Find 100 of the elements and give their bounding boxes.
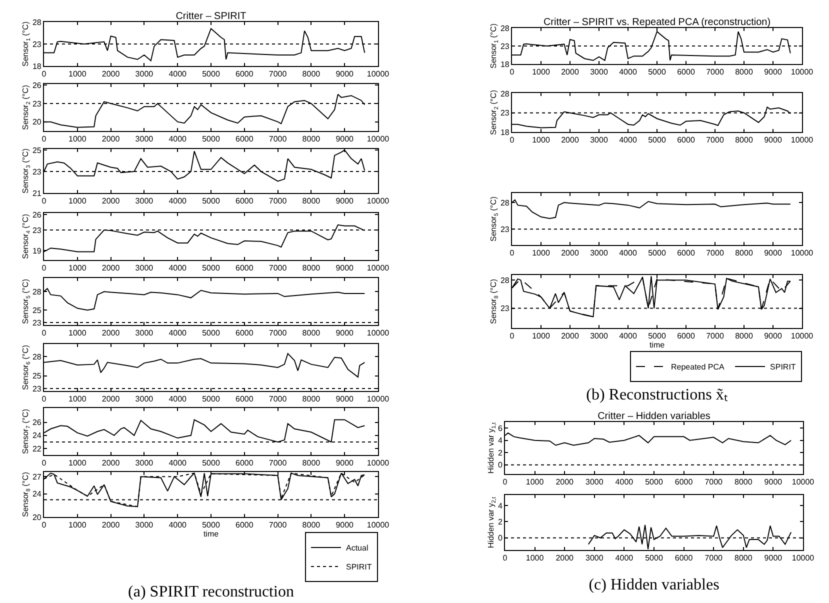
x-tick-label: 6000 — [236, 134, 254, 144]
x-tick-label: 2000 — [561, 136, 580, 145]
y-tick-label: 28 — [500, 198, 510, 208]
x-tick-label: 5000 — [648, 248, 666, 258]
x-tick-label: 10000 — [792, 554, 815, 563]
x-tick-label: 3000 — [135, 394, 154, 404]
x-tick-label: 6000 — [236, 394, 254, 404]
x-tick-label: 9000 — [336, 70, 354, 79]
x-tick-label: 7000 — [704, 554, 724, 563]
x-tick-label: 9000 — [336, 520, 354, 530]
y-tick-label: 28 — [500, 276, 510, 285]
x-tick-label: 4000 — [619, 136, 638, 145]
x-tick-label: 4000 — [168, 394, 188, 404]
x-tick-label: 4000 — [168, 458, 188, 468]
y-tick-label: 2 — [498, 517, 503, 526]
x-tick-label: 5000 — [202, 458, 220, 468]
y-tick-label: 28 — [32, 287, 42, 296]
x-tick-label: 9000 — [336, 458, 354, 468]
y-tick-label: 28 — [500, 90, 510, 99]
x-tick-label: 2000 — [102, 196, 120, 206]
legend-label: SPIRIT — [770, 362, 796, 372]
x-tick-label: 10000 — [366, 70, 390, 79]
x-tick-label: 10000 — [366, 520, 390, 530]
x-tick-label: 10000 — [366, 134, 390, 144]
x-tick-label: 2000 — [556, 478, 574, 487]
x-tick-label: 9000 — [336, 394, 354, 404]
x-tick-label: 3000 — [590, 332, 608, 341]
x-tick-label: 3000 — [135, 70, 154, 79]
x-tick-label: 10000 — [792, 478, 815, 487]
x-tick-label: 4000 — [168, 70, 188, 79]
x-tick-label: 1000 — [532, 248, 550, 258]
y-tick-label: 23 — [500, 224, 510, 234]
x-tick-label: 5000 — [202, 328, 220, 338]
text: (c) Hidden variables — [588, 576, 720, 594]
x-tick-label: 3000 — [590, 136, 608, 145]
x-tick-label: 4000 — [168, 328, 188, 338]
x-tick-label: 5000 — [202, 264, 220, 273]
x-tick-label: 2000 — [102, 134, 120, 144]
x-tick-label: 9000 — [764, 136, 782, 145]
chart-title: Critter – SPIRIT — [176, 11, 246, 22]
x-axis-title: time — [203, 530, 220, 539]
x-tick-label: 6000 — [236, 328, 254, 338]
y-tick-label: 2 — [498, 448, 503, 458]
x-tick-label: 8000 — [302, 196, 321, 206]
x-tick-label: 6000 — [236, 196, 254, 206]
x-tick-label: 5000 — [648, 136, 666, 145]
y-tick-label: 26 — [32, 210, 42, 220]
x-tick-label: 1000 — [526, 554, 544, 563]
x-tick-label: 3000 — [590, 68, 608, 77]
x-tick-label: 3000 — [135, 458, 154, 468]
x-tick-label: 1000 — [68, 264, 87, 273]
x-tick-label: 9000 — [336, 264, 354, 273]
x-tick-label: 2000 — [102, 264, 120, 273]
x-tick-label: 8000 — [735, 68, 754, 77]
x-tick-label: 8000 — [735, 248, 754, 258]
x-tick-label: 10000 — [790, 332, 814, 341]
y-tick-label: 20 — [32, 118, 42, 127]
x-tick-label: 8000 — [734, 478, 753, 487]
x-tick-label: 8000 — [302, 458, 321, 468]
y-tick-label: 4 — [498, 436, 503, 446]
x-tick-label: 6000 — [677, 136, 696, 145]
x-tick-label: 4000 — [615, 478, 634, 487]
y-tick-label: 23 — [32, 318, 42, 328]
x-tick-label: 7000 — [268, 458, 288, 468]
x-tick-label: 4000 — [619, 332, 638, 341]
y-tick-label: 23 — [500, 108, 510, 118]
x-tick-label: 4000 — [619, 68, 638, 77]
x-tick-label: 7000 — [706, 136, 724, 145]
x-tick-label: 1000 — [68, 394, 87, 404]
x-tick-label: 2000 — [102, 458, 120, 468]
x-tick-label: 1000 — [68, 458, 87, 468]
x-tick-label: 3000 — [590, 248, 608, 258]
y-tick-label: 19 — [32, 246, 42, 256]
x-tick-label: 3000 — [135, 264, 154, 273]
x-tick-label: 9000 — [764, 332, 782, 341]
x-tick-label: 4000 — [168, 520, 188, 530]
x-tick-label: 2000 — [102, 70, 120, 79]
x-tick-label: 6000 — [677, 332, 696, 341]
y-tick-label: 28 — [32, 352, 42, 362]
x-tick-label: 6000 — [677, 248, 696, 258]
y-tick-label: 23 — [32, 40, 42, 49]
text: (a) SPIRIT reconstruction — [128, 584, 294, 600]
legend-label: Repeated PCA — [671, 362, 726, 372]
x-tick-label: 6000 — [236, 70, 254, 79]
y-tick-label: 23 — [500, 304, 510, 314]
x-tick-label: 5000 — [202, 70, 220, 79]
x-tick-label: 9000 — [764, 554, 783, 563]
legend-label: Actual — [346, 544, 368, 553]
x-tick-label: 6000 — [674, 554, 694, 563]
x-tick-label: 5000 — [202, 196, 220, 206]
x-tick-label: 4000 — [615, 554, 634, 563]
x-tick-label: 2000 — [561, 332, 580, 341]
y-tick-label: 25 — [32, 372, 42, 381]
y-tick-label: 26 — [32, 418, 42, 428]
x-tick-label: 3000 — [135, 196, 154, 206]
x-tick-label: 8000 — [302, 328, 321, 338]
x-tick-label: 5000 — [645, 478, 664, 487]
y-tick-label: 25 — [32, 306, 42, 315]
x-tick-label: 4000 — [168, 264, 188, 273]
y-tick-label: 23 — [32, 226, 42, 235]
